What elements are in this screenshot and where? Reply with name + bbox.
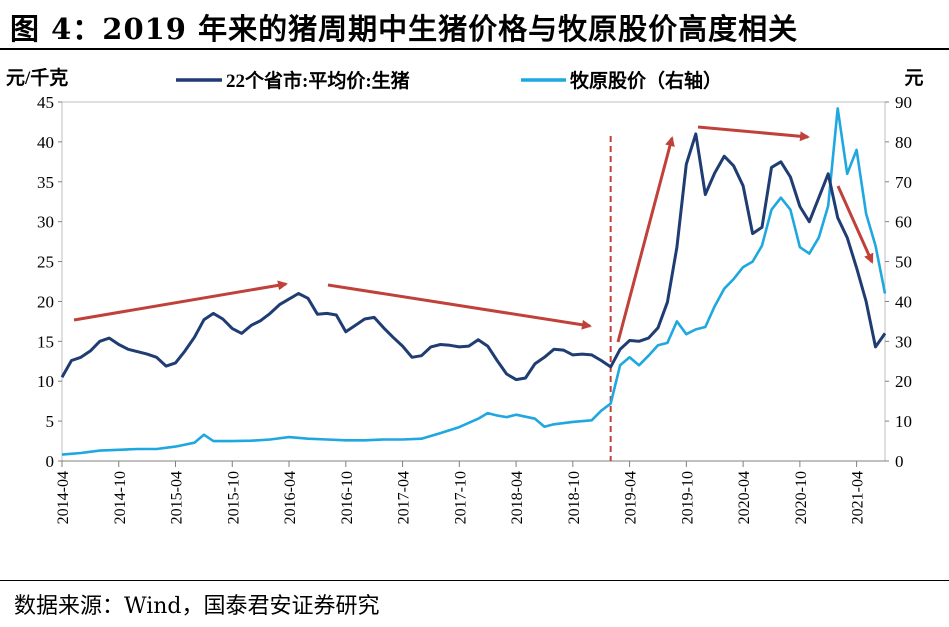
- trend-arrow: [697, 125, 810, 142]
- x-tick-label: 2018-10: [566, 471, 583, 524]
- left-tick-label: 15: [37, 332, 54, 351]
- x-tick-label: 2019-04: [623, 471, 640, 524]
- left-tick-label: 45: [37, 93, 54, 112]
- right-tick-label: 40: [895, 292, 912, 311]
- x-tick-label: 2020-04: [736, 471, 753, 524]
- x-tick-label: 2020-10: [793, 471, 810, 524]
- trend-arrow: [73, 280, 288, 322]
- x-tick-label: 2017-10: [452, 471, 469, 524]
- pig-price-vs-muyuan-chart: 0 5 10 15 20 25 30 35 40 45 0 10 20 30 40 50 60 70 80 90 元/千…: [6, 66, 924, 524]
- left-unit-label: 元/千克: [6, 66, 68, 89]
- trend-arrows: [73, 125, 874, 343]
- plot-frame: [61, 101, 886, 462]
- x-tick-label: 2019-10: [679, 471, 696, 524]
- x-tick-label: 2018-04: [509, 471, 526, 524]
- chart-series: [60, 107, 887, 456]
- legend-label-pig: 22个省市:平均价:生猪: [226, 69, 410, 92]
- right-tick-label: 20: [895, 372, 912, 391]
- x-tick-label: 2014-04: [55, 471, 72, 524]
- right-tick-label: 80: [895, 133, 912, 152]
- trend-arrow: [616, 136, 675, 343]
- title-underline: [0, 48, 949, 50]
- right-tick-label: 60: [895, 213, 912, 232]
- trend-arrow: [327, 283, 592, 330]
- source-divider: [0, 580, 949, 581]
- right-tick-label: 50: [895, 253, 912, 272]
- pig-price-line: [60, 132, 887, 382]
- right-tick-label: 90: [895, 93, 912, 112]
- x-tick-label: 2016-10: [339, 471, 356, 524]
- chart-title: 图 4：2019 年来的猪周期中生猪价格与牧原股价高度相关: [10, 12, 799, 46]
- muyuan-price-line: [61, 107, 887, 456]
- chart-legend: 22个省市:平均价:生猪 牧原股价（右轴）: [176, 69, 722, 92]
- left-tick-label: 20: [37, 292, 54, 311]
- right-unit-label: 元: [904, 68, 923, 89]
- trend-arrow: [836, 185, 874, 264]
- right-tick-label: 30: [895, 332, 912, 351]
- source-note: 数据来源：Wind，国泰君安证券研究: [14, 594, 380, 619]
- x-tick-label: 2017-04: [396, 471, 413, 524]
- x-tick-label: 2015-10: [225, 471, 242, 524]
- chart-axes: 0 5 10 15 20 25 30 35 40 45 0 10 20 30 40 50 60 70 80 90 元/千…: [6, 66, 924, 524]
- x-tick-label: 2014-10: [112, 471, 129, 524]
- left-tick-label: 35: [37, 173, 54, 192]
- x-tick-label: 2016-04: [282, 471, 299, 524]
- left-tick-label: 30: [37, 213, 54, 232]
- right-tick-label: 70: [895, 173, 912, 192]
- left-tick-label: 25: [37, 253, 54, 272]
- left-tick-label: 10: [37, 372, 54, 391]
- left-tick-label: 5: [46, 412, 55, 431]
- right-tick-label: 10: [895, 412, 912, 431]
- x-tick-label: 2015-04: [169, 471, 186, 524]
- right-tick-label: 0: [895, 452, 904, 471]
- legend-label-muyuan: 牧原股价（右轴）: [570, 69, 722, 92]
- left-tick-label: 40: [37, 133, 54, 152]
- left-tick-label: 0: [46, 452, 55, 471]
- x-tick-label: 2021-04: [850, 471, 867, 524]
